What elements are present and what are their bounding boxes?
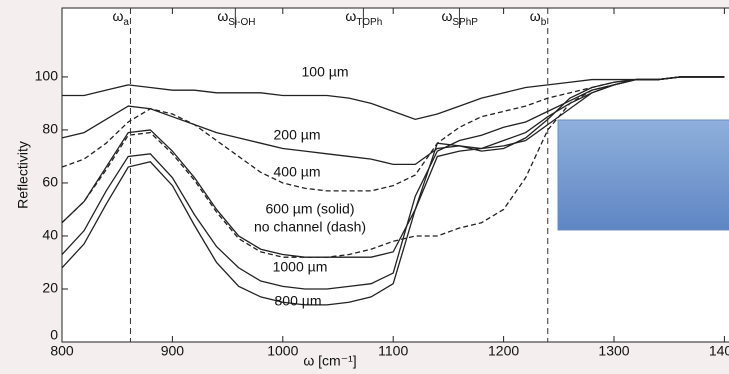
x-tick-label: 900 bbox=[161, 343, 185, 359]
series-label: 100 µm bbox=[302, 64, 349, 80]
annotation-symbol: ω bbox=[345, 8, 356, 24]
y-tick-label: 60 bbox=[42, 174, 58, 190]
series-line bbox=[62, 76, 725, 121]
annotation-subscript: TOPh bbox=[356, 17, 382, 28]
x-tick-label: 1200 bbox=[488, 343, 519, 359]
y-axis-label: Reflectivity bbox=[15, 141, 31, 209]
x-tick-label: 1000 bbox=[267, 343, 298, 359]
annotation-subscript: Si-OH bbox=[228, 17, 255, 28]
x-tick-label: 800 bbox=[50, 343, 74, 359]
annotation: ωSi-OH bbox=[217, 8, 255, 28]
x-axis-label: ω [cm⁻¹] bbox=[303, 353, 356, 369]
annotation-symbol: ω bbox=[530, 8, 541, 24]
y-tick-label: 20 bbox=[42, 280, 58, 296]
y-tick-label: 80 bbox=[42, 121, 58, 137]
y-tick-label: 40 bbox=[42, 227, 58, 243]
y-tick-label: 0 bbox=[50, 327, 58, 343]
series-label: 600 µm (solid) bbox=[266, 201, 355, 217]
series-label: 400 µm bbox=[274, 164, 321, 180]
annotation-subscript: b bbox=[541, 17, 547, 28]
series-label: no channel (dash) bbox=[254, 219, 366, 235]
annotation-subscript: a bbox=[123, 17, 129, 28]
annotation: ωSPhP bbox=[441, 8, 478, 28]
y-tick-label: 100 bbox=[35, 68, 59, 84]
series-label: 200 µm bbox=[274, 127, 321, 143]
x-tick-label: 1300 bbox=[598, 343, 629, 359]
annotation-symbol: ω bbox=[112, 8, 123, 24]
series-line bbox=[61, 76, 725, 192]
annotation-symbol: ω bbox=[217, 8, 228, 24]
x-tick-label: 1100 bbox=[378, 343, 408, 359]
annotation: ωTOPh bbox=[345, 8, 382, 28]
overlay-box bbox=[557, 119, 729, 231]
annotation-subscript: SPhP bbox=[452, 17, 478, 28]
series-label: 1000 µm bbox=[273, 259, 328, 275]
annotation: ωa bbox=[112, 8, 129, 28]
series-line bbox=[61, 76, 725, 306]
series-label: 800 µm bbox=[275, 293, 322, 309]
annotation: ωb bbox=[530, 8, 547, 28]
annotation-symbol: ω bbox=[441, 8, 452, 24]
